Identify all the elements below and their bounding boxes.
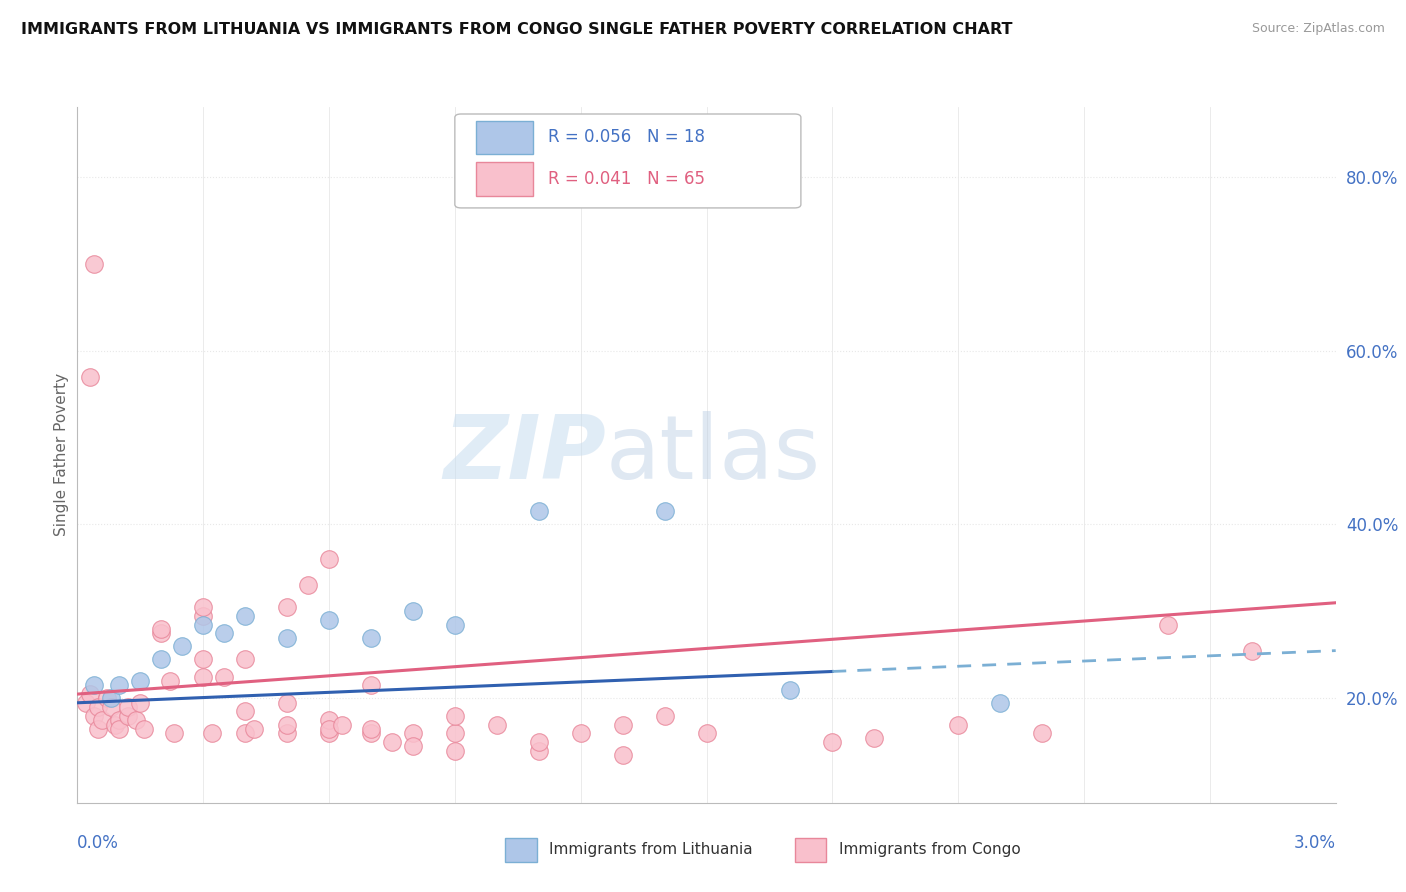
Point [172, 639, 194, 653]
Point [233, 726, 256, 740]
Point [242, 722, 264, 736]
Point [276, 717, 298, 731]
Point [360, 722, 382, 736]
Point [360, 678, 382, 692]
Point [134, 722, 156, 736]
Text: R = 0.056   N = 18: R = 0.056 N = 18 [548, 128, 704, 146]
Point [402, 726, 425, 740]
Point [612, 747, 634, 762]
Point [612, 717, 634, 731]
Point [1031, 726, 1053, 740]
Point [75, 696, 97, 710]
Text: 3.0%: 3.0% [1294, 834, 1336, 852]
Point [129, 696, 152, 710]
Point [360, 726, 382, 740]
Point [87, 722, 110, 736]
Point [381, 735, 404, 749]
Point [150, 652, 173, 666]
Point [527, 744, 550, 758]
Point [163, 726, 186, 740]
Point [91, 713, 114, 727]
FancyBboxPatch shape [794, 838, 827, 862]
Point [276, 726, 298, 740]
Point [191, 600, 215, 615]
Point [988, 696, 1011, 710]
Point [233, 705, 256, 719]
Point [108, 713, 131, 727]
Point [83, 257, 105, 271]
FancyBboxPatch shape [505, 838, 537, 862]
Point [276, 631, 298, 645]
Point [79, 687, 101, 701]
Point [948, 717, 970, 731]
Point [330, 717, 353, 731]
Point [129, 674, 152, 689]
Point [87, 700, 110, 714]
Point [150, 626, 173, 640]
Point [402, 605, 425, 619]
Text: atlas: atlas [606, 411, 821, 499]
Point [200, 726, 222, 740]
Point [654, 708, 676, 723]
Y-axis label: Single Father Poverty: Single Father Poverty [53, 374, 69, 536]
Point [821, 735, 844, 749]
Point [212, 670, 235, 684]
FancyBboxPatch shape [456, 114, 801, 208]
Point [117, 708, 139, 723]
Point [444, 617, 467, 632]
Text: R = 0.041   N = 65: R = 0.041 N = 65 [548, 170, 704, 188]
Text: Immigrants from Congo: Immigrants from Congo [838, 842, 1021, 857]
Text: 0.0%: 0.0% [77, 834, 120, 852]
Point [654, 504, 676, 518]
Point [485, 717, 508, 731]
FancyBboxPatch shape [477, 162, 533, 195]
Text: IMMIGRANTS FROM LITHUANIA VS IMMIGRANTS FROM CONGO SINGLE FATHER POVERTY CORRELA: IMMIGRANTS FROM LITHUANIA VS IMMIGRANTS … [21, 22, 1012, 37]
Point [212, 626, 235, 640]
Point [100, 700, 122, 714]
Point [100, 691, 122, 706]
Point [276, 696, 298, 710]
Point [360, 631, 382, 645]
Point [696, 726, 718, 740]
Point [318, 613, 340, 627]
Point [318, 713, 340, 727]
Point [191, 608, 215, 623]
Text: ZIP: ZIP [443, 411, 606, 499]
Point [1157, 617, 1180, 632]
Point [233, 652, 256, 666]
Point [297, 578, 319, 592]
Point [83, 678, 105, 692]
Point [125, 713, 148, 727]
Point [79, 369, 101, 384]
Point [104, 717, 127, 731]
Text: Source: ZipAtlas.com: Source: ZipAtlas.com [1251, 22, 1385, 36]
Point [318, 726, 340, 740]
Point [527, 735, 550, 749]
Point [1240, 643, 1263, 657]
Point [276, 600, 298, 615]
Point [191, 652, 215, 666]
Point [108, 678, 131, 692]
Point [779, 682, 801, 697]
Point [863, 731, 886, 745]
Point [569, 726, 592, 740]
Point [444, 726, 467, 740]
Point [108, 722, 131, 736]
Point [191, 617, 215, 632]
Point [159, 674, 181, 689]
Point [527, 504, 550, 518]
Point [117, 700, 139, 714]
Point [444, 708, 467, 723]
Point [444, 744, 467, 758]
Point [96, 691, 118, 706]
Point [83, 708, 105, 723]
Point [233, 608, 256, 623]
Point [150, 622, 173, 636]
Text: Immigrants from Lithuania: Immigrants from Lithuania [550, 842, 752, 857]
Point [191, 670, 215, 684]
FancyBboxPatch shape [477, 120, 533, 154]
Point [318, 552, 340, 566]
Point [318, 722, 340, 736]
Point [402, 739, 425, 754]
